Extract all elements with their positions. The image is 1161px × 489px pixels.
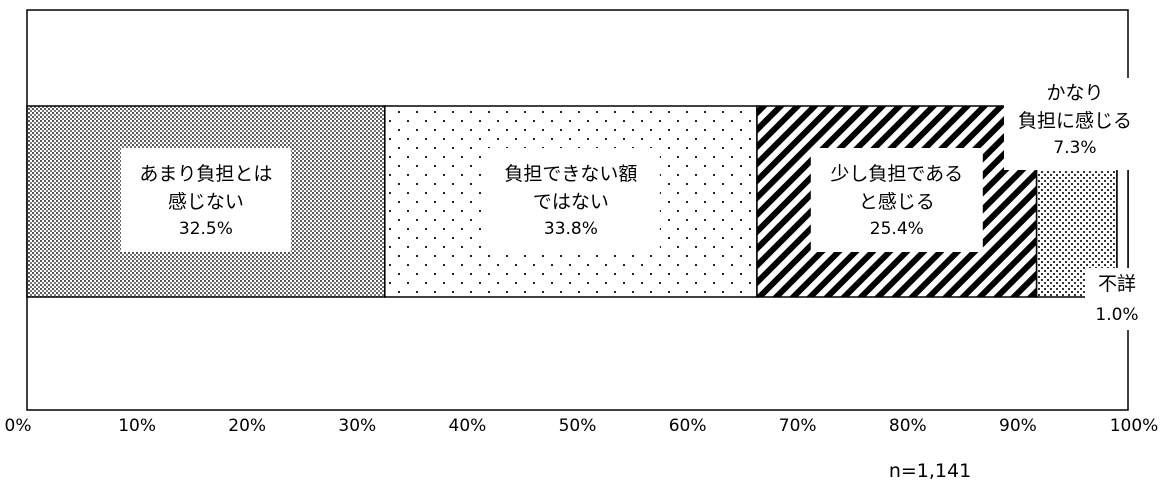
label-box-s2 — [481, 148, 660, 252]
x-tick-label: 70% — [779, 416, 817, 436]
x-tick-label: 80% — [889, 416, 927, 436]
label-box-s3 — [810, 148, 983, 252]
x-tick-label: 40% — [449, 416, 487, 436]
segment-label-s1-line1: あまり負担とは — [139, 163, 272, 185]
segment-label-s2-line1: 負担できない額 — [504, 163, 637, 185]
segment-value-s5: 1.0% — [1095, 305, 1138, 325]
x-tick-label: 90% — [999, 416, 1037, 436]
segment-value-s4: 7.3% — [1053, 138, 1096, 158]
segment-label-s3-line2: と感じる — [859, 191, 935, 213]
x-tick-label: 0% — [5, 416, 32, 436]
sample-size-note: n=1,141 — [889, 460, 971, 482]
segment-label-s2-line2: ではない — [533, 191, 609, 213]
label-box-s5 — [1085, 268, 1143, 330]
bar-segment-s1 — [26, 105, 386, 298]
x-axis: 0% 10% 20% 30% 40% 50% 60% 70% 80% 90% 100% — [5, 416, 1159, 436]
x-tick-label: 20% — [228, 416, 266, 436]
segment-value-s1: 32.5% — [179, 219, 233, 239]
label-box-s1 — [120, 148, 291, 252]
segment-value-s2: 33.8% — [544, 219, 598, 239]
x-tick-label: 60% — [669, 416, 707, 436]
x-tick-label: 100% — [1110, 416, 1159, 436]
x-tick-label: 50% — [559, 416, 597, 436]
x-tick-label: 30% — [338, 416, 376, 436]
x-tick-label: 10% — [118, 416, 156, 436]
segment-label-s3-line1: 少し負担である — [830, 163, 963, 185]
bar-segments — [26, 105, 1129, 298]
segment-label-s5-line1: 不詳 — [1098, 273, 1136, 295]
label-box-s4 — [1004, 78, 1144, 170]
segment-label-s4-line1: かなり — [1046, 82, 1103, 104]
segment-value-s3: 25.4% — [870, 219, 924, 239]
segment-label-s1-line2: 感じない — [168, 191, 244, 213]
segment-label-s4-line2: 負担に感じる — [1018, 110, 1132, 132]
